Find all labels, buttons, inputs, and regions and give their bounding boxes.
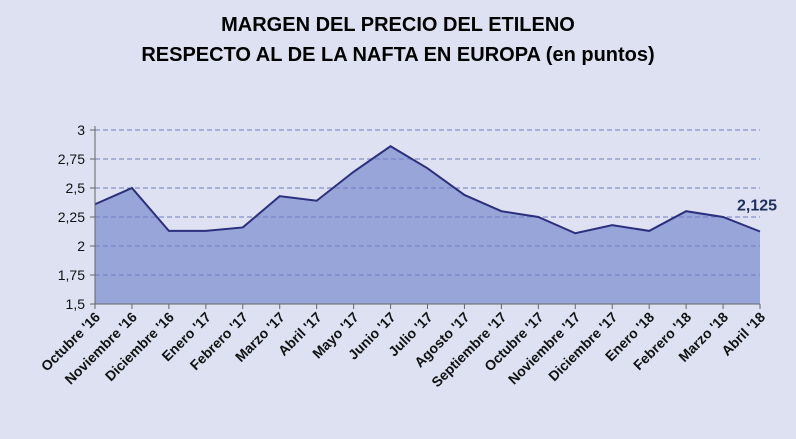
y-tick-label: 2,5 (66, 180, 86, 196)
y-tick-label: 1,5 (66, 296, 86, 312)
chart-title: MARGEN DEL PRECIO DEL ETILENO (221, 14, 575, 36)
series-line (94, 145, 761, 235)
y-tick-label: 2,25 (58, 209, 85, 225)
data-label: 2,125 (737, 198, 777, 215)
chart-subtitle: RESPECTO AL DE LA NAFTA EN EUROPA (en pu… (141, 44, 655, 66)
y-tick-label: 2,75 (58, 151, 85, 167)
area-fill (95, 146, 760, 304)
y-tick-label: 3 (77, 122, 85, 138)
y-tick-label: 2 (77, 238, 85, 254)
y-tick-label: 1,75 (58, 267, 85, 283)
